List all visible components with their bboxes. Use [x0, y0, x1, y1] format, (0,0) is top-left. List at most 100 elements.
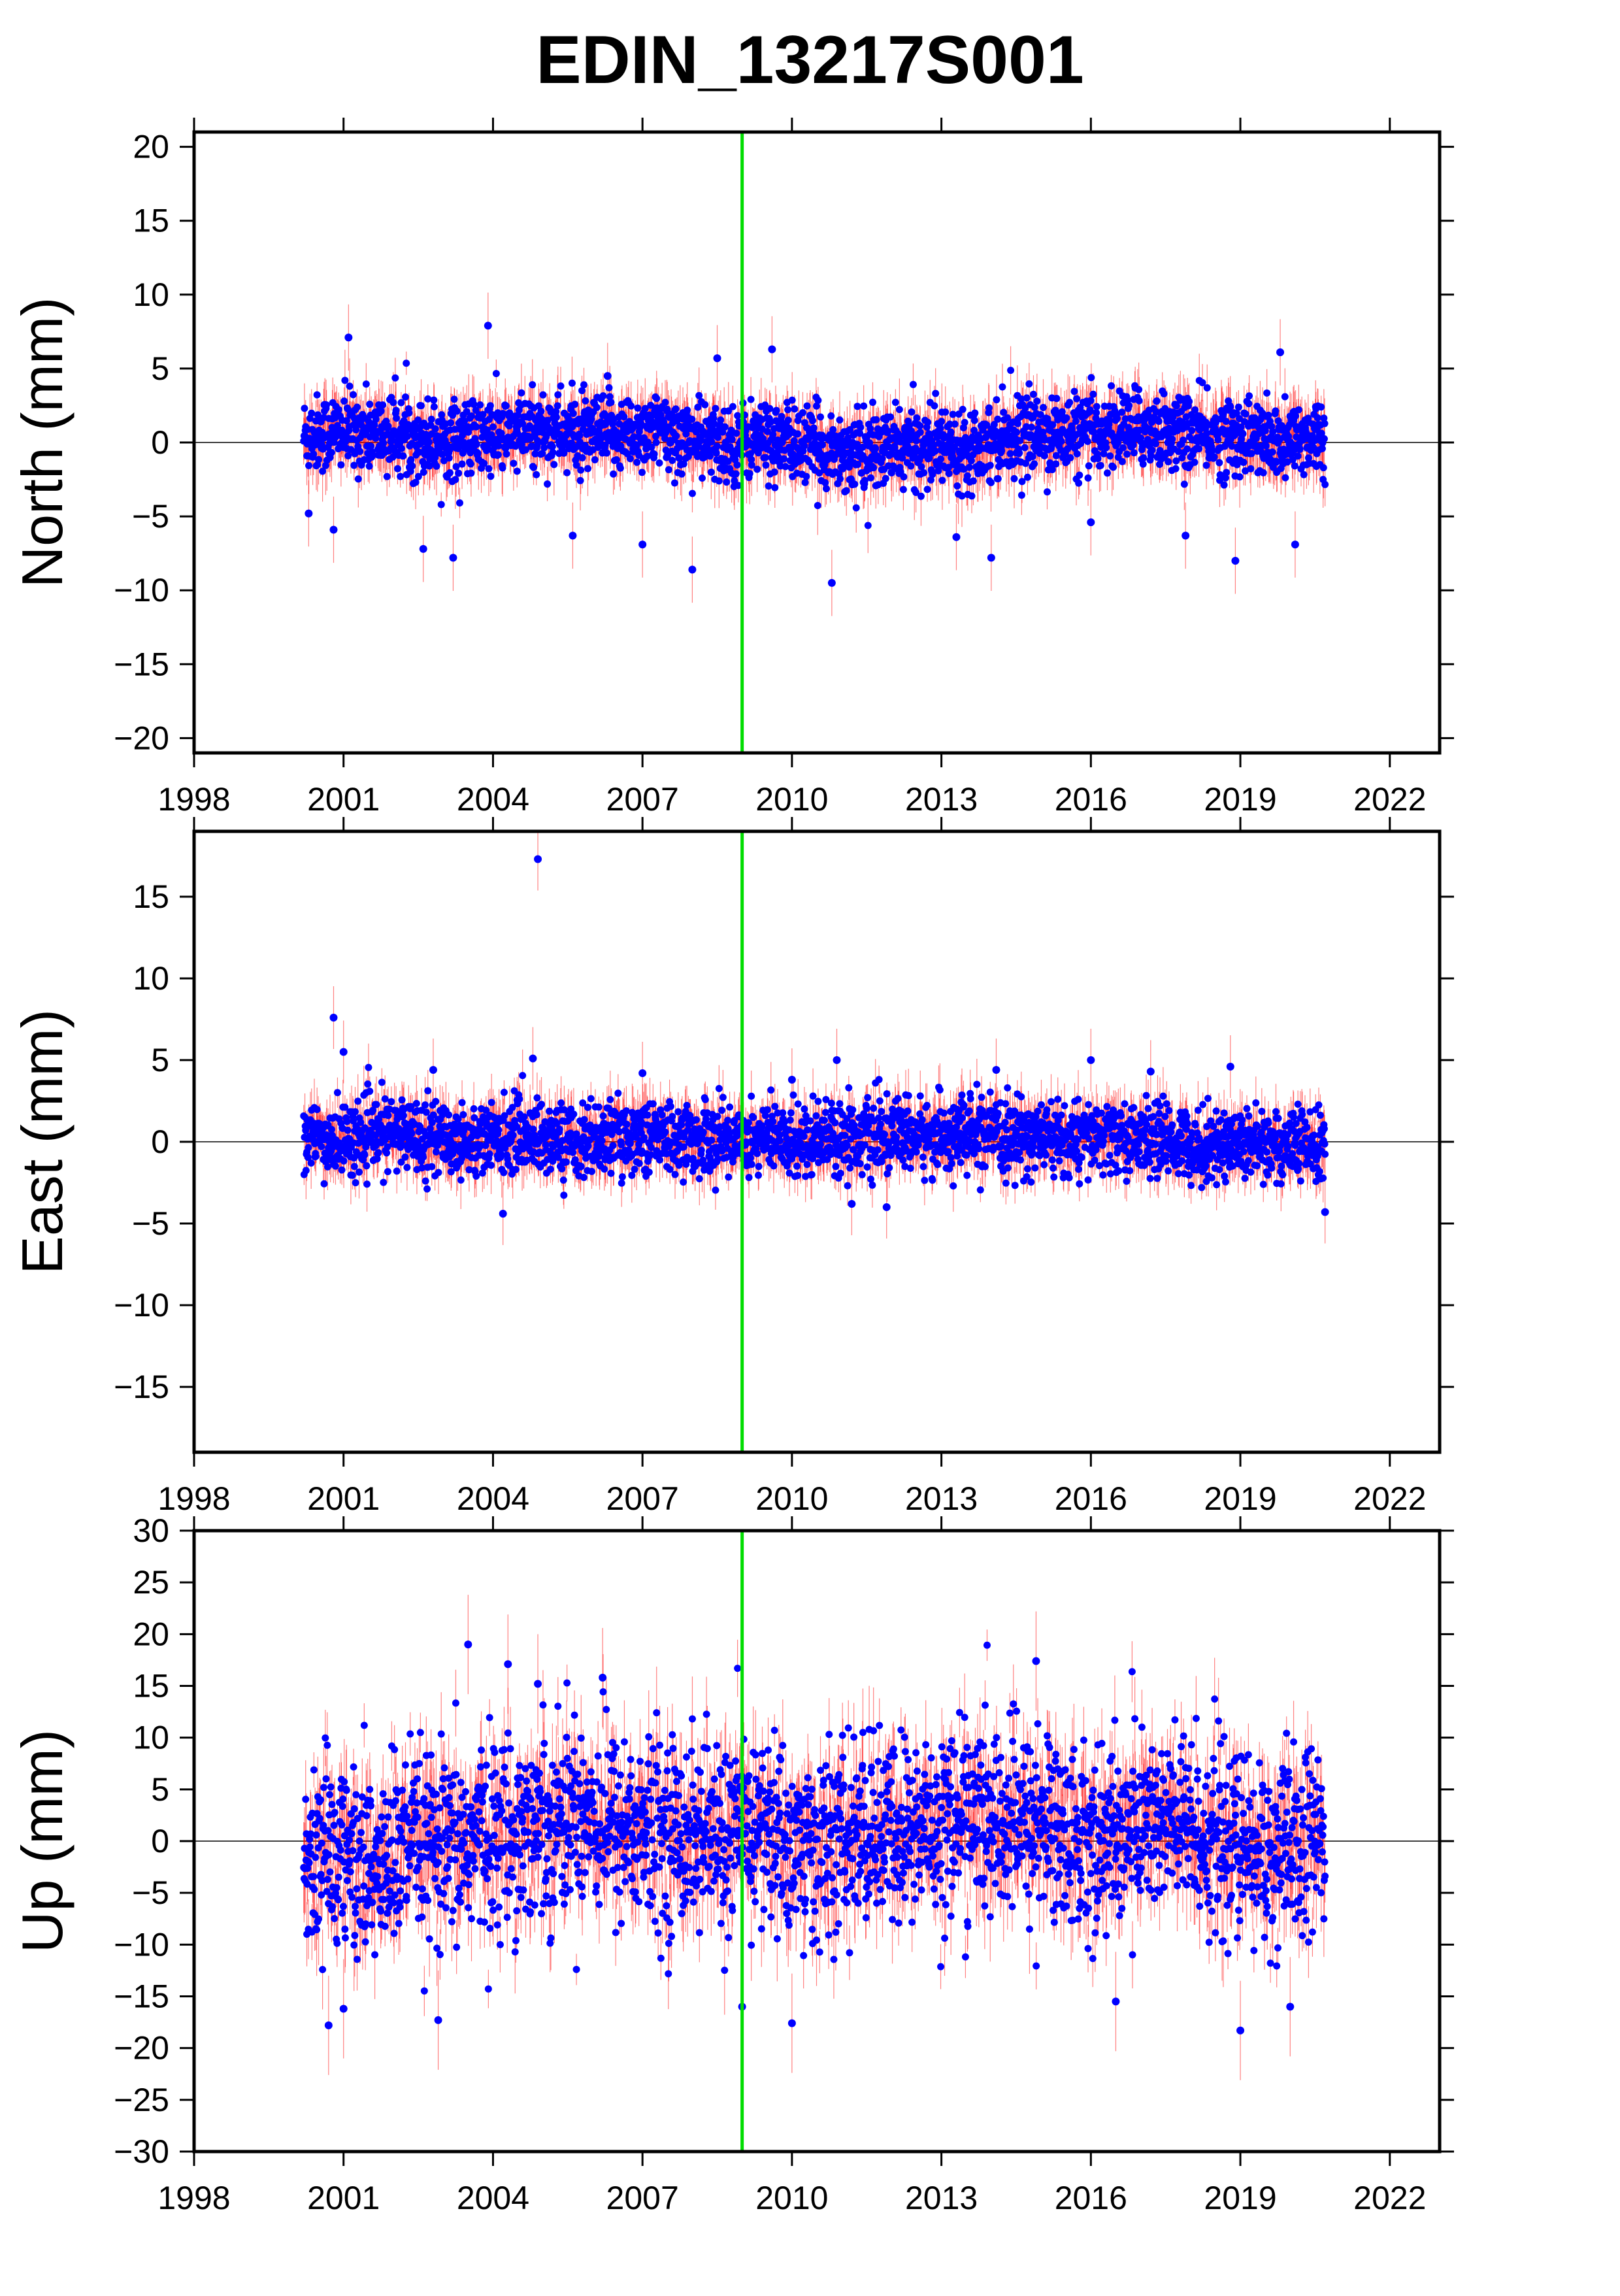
data-point	[432, 425, 439, 433]
data-point	[446, 469, 454, 476]
data-point	[1211, 454, 1218, 461]
data-point	[748, 396, 755, 403]
data-point	[467, 460, 474, 467]
data-point	[1152, 440, 1159, 447]
data-point	[995, 475, 1002, 482]
data-point	[569, 380, 576, 387]
data-point	[459, 460, 466, 467]
data-point	[529, 381, 536, 388]
data-point	[713, 450, 720, 457]
data-point	[669, 457, 676, 464]
data-point	[987, 461, 994, 469]
data-point	[734, 412, 741, 419]
data-point	[1085, 462, 1093, 469]
data-point	[999, 383, 1006, 390]
data-point	[1140, 461, 1147, 468]
data-point	[1053, 395, 1060, 402]
data-point	[1085, 474, 1092, 482]
data-point	[549, 449, 556, 456]
data-point	[399, 452, 406, 459]
data-point	[762, 461, 769, 469]
data-point	[580, 381, 587, 388]
data-point	[350, 391, 357, 398]
data-points	[300, 293, 1329, 616]
data-point	[610, 471, 617, 478]
data-point	[1087, 397, 1095, 404]
data-point	[900, 486, 907, 493]
data-point	[1052, 460, 1059, 467]
data-point	[603, 450, 610, 457]
data-point	[570, 410, 577, 417]
data-point	[584, 465, 591, 473]
data-point	[836, 475, 844, 482]
data-point	[1031, 404, 1038, 411]
data-point	[723, 478, 730, 486]
data-point	[771, 469, 778, 476]
data-point	[430, 397, 437, 404]
data-point	[425, 439, 433, 446]
data-point	[577, 477, 584, 484]
data-point	[966, 464, 973, 471]
data-point	[393, 407, 400, 414]
data-point	[1215, 436, 1222, 443]
data-point	[1108, 382, 1115, 390]
data-point	[671, 480, 678, 487]
data-point	[473, 441, 480, 448]
data-point	[447, 419, 454, 426]
data-point	[714, 442, 721, 450]
data-point	[1024, 474, 1031, 481]
data-point	[1040, 404, 1047, 411]
data-point	[397, 399, 405, 407]
data-point	[799, 409, 806, 416]
data-point	[1114, 415, 1121, 422]
data-point	[937, 456, 944, 463]
data-point	[689, 490, 696, 497]
data-point	[762, 454, 769, 461]
data-point	[1102, 444, 1110, 451]
data-point	[814, 397, 821, 404]
data-point	[1076, 471, 1083, 478]
data-point	[716, 477, 723, 484]
data-point	[789, 397, 796, 404]
data-point	[613, 456, 620, 463]
data-point	[472, 424, 480, 431]
data-point	[771, 484, 778, 491]
data-point	[638, 469, 646, 476]
data-point	[593, 404, 601, 411]
data-point	[1131, 449, 1138, 456]
data-point	[346, 382, 354, 390]
data-point	[892, 399, 899, 406]
data-point	[397, 473, 404, 480]
data-point	[544, 480, 551, 488]
data-point	[712, 405, 719, 412]
data-point	[924, 486, 931, 493]
data-point	[341, 377, 348, 384]
data-point	[1223, 469, 1230, 476]
data-point	[1075, 480, 1082, 487]
data-point	[1021, 444, 1029, 451]
data-point	[809, 417, 816, 424]
data-point	[355, 475, 362, 482]
data-point	[1087, 374, 1095, 381]
data-point	[1135, 386, 1142, 393]
data-point	[917, 493, 925, 500]
data-point	[951, 420, 959, 427]
data-point	[503, 402, 510, 409]
data-point	[913, 437, 920, 444]
data-point	[1018, 491, 1025, 499]
data-point	[518, 390, 525, 397]
data-point	[672, 405, 680, 412]
data-point	[910, 381, 917, 388]
data-point	[1013, 429, 1020, 436]
data-point	[315, 456, 322, 463]
data-point	[571, 401, 578, 408]
data-point	[843, 487, 850, 494]
data-point	[398, 445, 405, 452]
data-point	[384, 473, 391, 480]
data-point	[860, 403, 867, 410]
data-point	[695, 392, 703, 399]
data-point	[557, 382, 565, 390]
data-point	[1172, 465, 1180, 473]
data-point	[836, 416, 843, 424]
